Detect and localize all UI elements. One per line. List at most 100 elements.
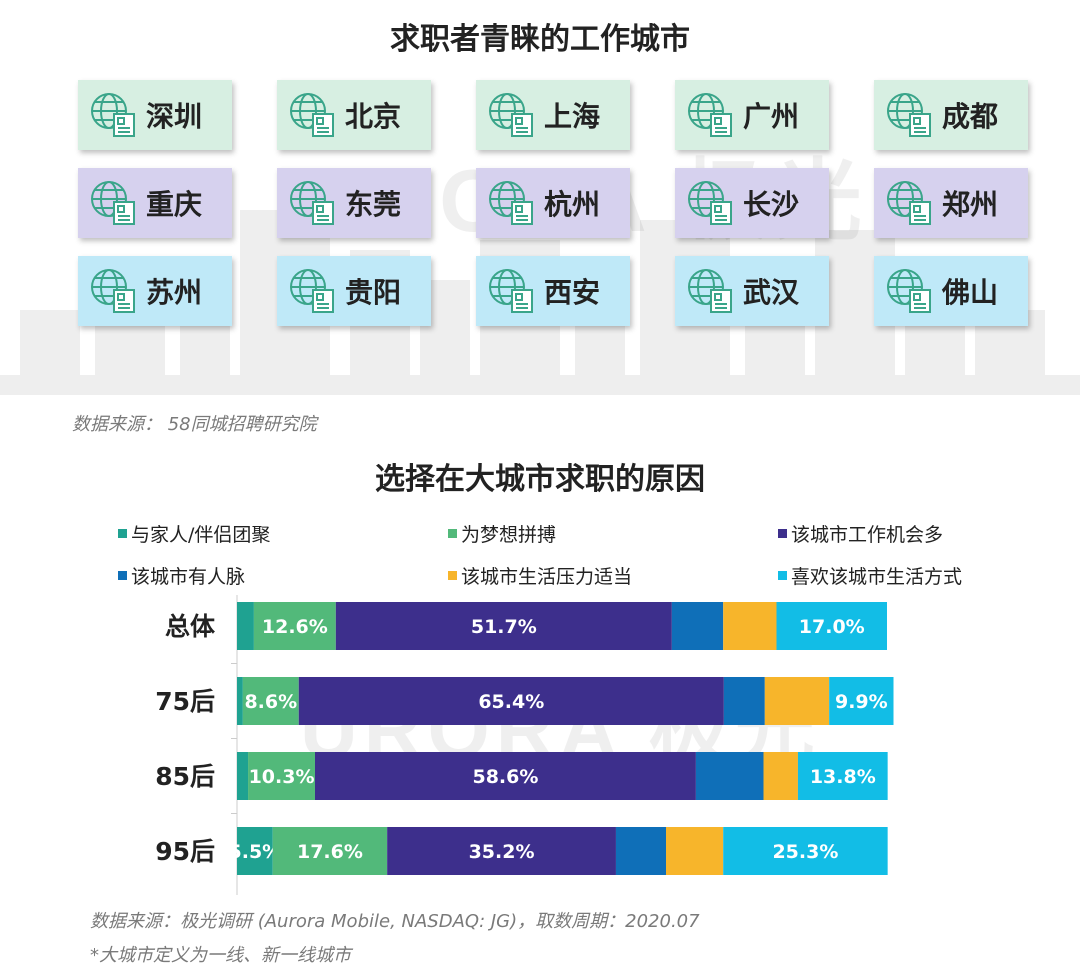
data-label: 17.0% xyxy=(799,616,865,638)
bar-segment xyxy=(237,827,273,875)
bar-segment xyxy=(237,602,254,650)
globe-document-icon xyxy=(688,181,732,225)
data-label: 9.9% xyxy=(835,691,888,713)
bar-segment xyxy=(829,677,894,725)
city-name: 武汉 xyxy=(743,276,800,309)
legend-label: 该城市生活压力适当 xyxy=(461,566,633,588)
globe-document-icon xyxy=(887,181,931,225)
legend-swatch xyxy=(778,571,787,580)
bar-segment xyxy=(723,677,765,725)
source-top: 数据来源： 58同城招聘研究院 xyxy=(72,414,317,435)
stacked-bar-chart: 总体 12.6% 51.7% 17.0% 75后 8.6% 65.4% 9.9% 85后 10.3… xyxy=(155,595,894,895)
legend-item: 该城市工作机会多 xyxy=(778,520,943,547)
legend-swatch xyxy=(778,529,787,538)
bar-segment xyxy=(272,827,388,875)
city-card: 深圳 xyxy=(78,80,232,150)
city-name: 东莞 xyxy=(345,188,402,221)
bar-segment xyxy=(335,602,672,650)
city-name: 贵阳 xyxy=(345,276,402,309)
data-label: 5.5% xyxy=(229,841,282,863)
bar-segment xyxy=(723,602,777,650)
category-label: 85后 xyxy=(155,762,215,791)
bar-segment xyxy=(776,602,887,650)
data-label: 65.4% xyxy=(478,691,544,713)
legend-label: 喜欢该城市生活方式 xyxy=(791,566,963,588)
legend-item: 该城市生活压力适当 xyxy=(448,562,632,589)
bar-segment xyxy=(298,677,724,725)
city-name: 西安 xyxy=(544,276,601,309)
city-name: 苏州 xyxy=(146,276,203,309)
city-name: 上海 xyxy=(544,100,601,133)
bar-segment xyxy=(764,677,830,725)
legend-swatch xyxy=(448,529,457,538)
legend-label: 为梦想拼搏 xyxy=(461,524,557,546)
category-label: 总体 xyxy=(165,612,216,641)
globe-document-icon xyxy=(887,93,931,137)
city-name: 成都 xyxy=(942,100,999,133)
bar-segment xyxy=(253,602,336,650)
data-label: 17.6% xyxy=(297,841,363,863)
city-card: 武汉 xyxy=(675,256,829,326)
data-label: 12.6% xyxy=(262,616,328,638)
city-card: 郑州 xyxy=(874,168,1028,238)
city-name: 郑州 xyxy=(942,188,999,221)
globe-document-icon xyxy=(489,181,533,225)
bar-segment xyxy=(387,827,616,875)
legend-item: 喜欢该城市生活方式 xyxy=(778,562,962,589)
globe-document-icon xyxy=(290,93,334,137)
globe-document-icon xyxy=(290,181,334,225)
bar-segment xyxy=(797,752,888,800)
legend-item: 该城市有人脉 xyxy=(118,562,245,589)
globe-document-icon xyxy=(489,269,533,313)
data-label: 13.8% xyxy=(810,766,876,788)
data-label: 8.6% xyxy=(244,691,297,713)
bar-segment xyxy=(242,677,299,725)
city-name: 深圳 xyxy=(146,100,203,133)
data-label: 35.2% xyxy=(469,841,535,863)
bar-segment xyxy=(615,827,666,875)
globe-document-icon xyxy=(688,93,732,137)
bar-segment xyxy=(763,752,798,800)
globe-document-icon xyxy=(887,269,931,313)
city-card: 广州 xyxy=(675,80,829,150)
city-card: 西安 xyxy=(476,256,630,326)
bar-segment xyxy=(315,752,696,800)
city-card: 北京 xyxy=(277,80,431,150)
legend-swatch xyxy=(448,571,457,580)
bar-segment xyxy=(695,752,764,800)
city-grid: 深圳 北京 上海 广州 成都 重庆 东莞 杭州 长沙 郑州 苏州 贵阳 西安 武… xyxy=(78,80,1028,326)
data-label: 58.6% xyxy=(472,766,538,788)
city-name: 杭州 xyxy=(544,188,601,221)
chart-title: 选择在大城市求职的原因 xyxy=(375,462,705,497)
globe-document-icon xyxy=(91,269,135,313)
city-card: 重庆 xyxy=(78,168,232,238)
legend-item: 为梦想拼搏 xyxy=(448,520,556,547)
bar-segment xyxy=(237,752,249,800)
city-card: 贵阳 xyxy=(277,256,431,326)
city-card: 佛山 xyxy=(874,256,1028,326)
data-label: 51.7% xyxy=(471,616,537,638)
footnote: *大城市定义为一线、新一线城市 xyxy=(90,945,351,966)
city-card: 苏州 xyxy=(78,256,232,326)
city-name: 重庆 xyxy=(146,188,203,221)
city-name: 广州 xyxy=(743,100,800,133)
legend-item: 与家人/伴侣团聚 xyxy=(118,520,270,547)
legend-swatch xyxy=(118,571,127,580)
legend-swatch xyxy=(118,529,127,538)
globe-document-icon xyxy=(688,269,732,313)
legend-label: 与家人/伴侣团聚 xyxy=(131,524,271,546)
city-card: 长沙 xyxy=(675,168,829,238)
city-card: 东莞 xyxy=(277,168,431,238)
source-bottom: 数据来源：极光调研 (Aurora Mobile, NASDAQ: JG)，取数… xyxy=(90,911,700,932)
city-name: 北京 xyxy=(345,100,402,133)
legend-label: 该城市工作机会多 xyxy=(791,524,944,546)
chart-legend: 与家人/伴侣团聚 为梦想拼搏 该城市工作机会多该城市有人脉 该城市生活压力适当 喜欢该城… xyxy=(0,520,1080,590)
bar-segment xyxy=(671,602,724,650)
city-card: 成都 xyxy=(874,80,1028,150)
bar-segment xyxy=(723,827,888,875)
data-label: 10.3% xyxy=(249,766,315,788)
bar-segment xyxy=(666,827,724,875)
category-label: 95后 xyxy=(155,837,215,866)
category-label: 75后 xyxy=(155,687,215,716)
city-card: 杭州 xyxy=(476,168,630,238)
